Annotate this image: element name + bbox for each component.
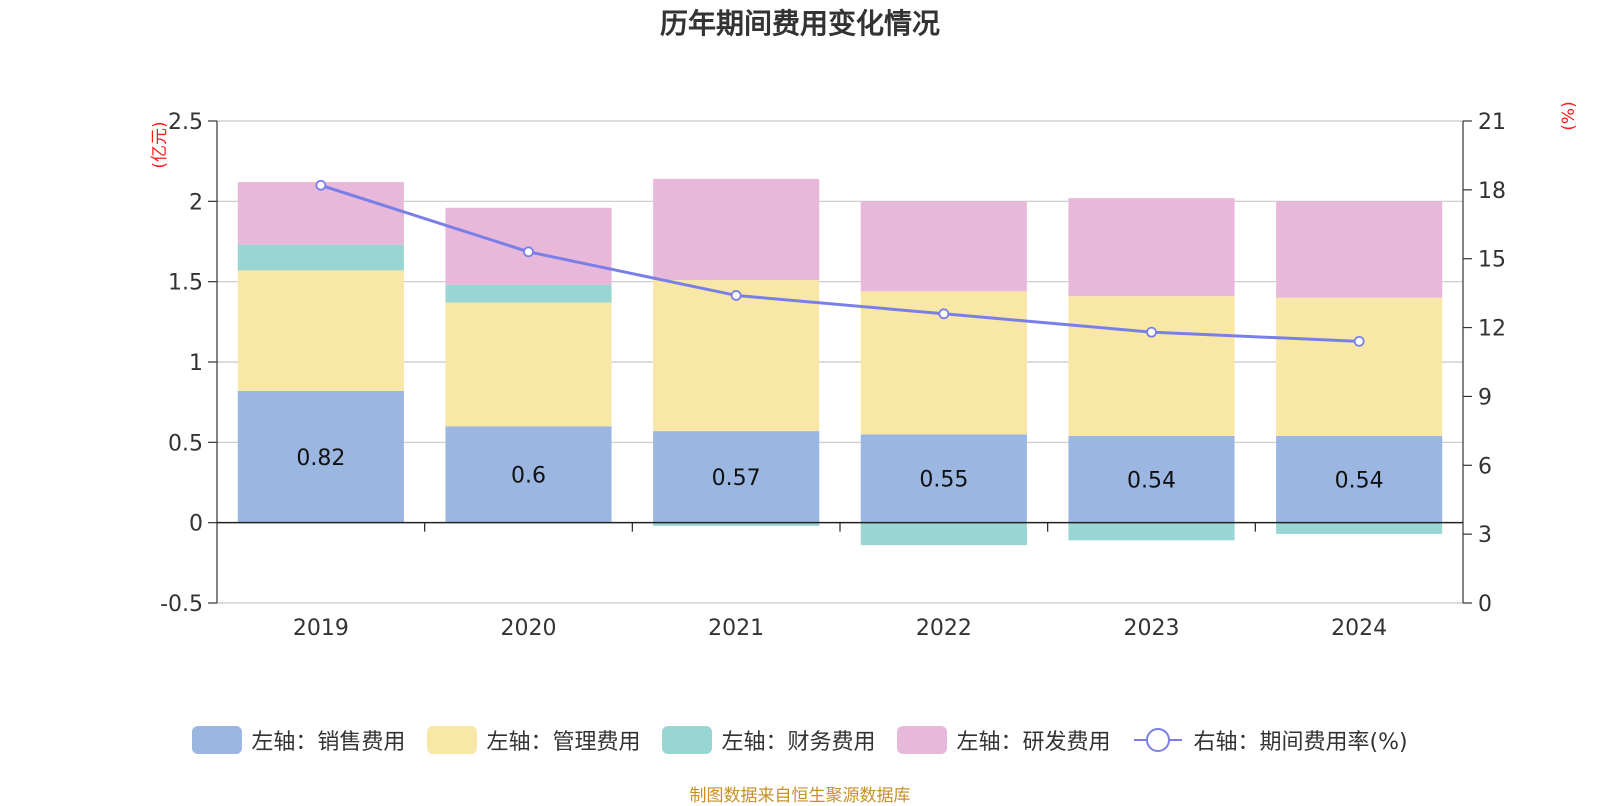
legend-item[interactable]: 右轴：期间费用率(%) (1132, 724, 1408, 756)
legend-label: 左轴：研发费用 (956, 730, 1111, 755)
left-axis-tick-label: 2 (189, 190, 203, 215)
left-axis-tick-label: 1 (189, 351, 203, 376)
bar--segment (1276, 297, 1443, 436)
legend-label: 左轴：销售费用 (251, 730, 406, 755)
legend-swatch (897, 726, 948, 754)
bar--segment (653, 280, 820, 432)
bar--segment (237, 182, 404, 245)
x-axis-tick-label: 2020 (501, 616, 557, 641)
bar-value-label: 0.54 (1335, 468, 1384, 493)
bar-value-label: 0.6 (511, 463, 546, 488)
x-axis-tick-label: 2024 (1331, 616, 1387, 641)
right-axis-tick-label: 9 (1478, 385, 1492, 410)
rate-line-group (315, 179, 1365, 347)
bar--segment (653, 431, 820, 523)
bar--segment (237, 390, 404, 523)
right-axis-tick-label: 6 (1478, 454, 1492, 479)
bar--segment (860, 522, 1027, 546)
source-note: 制图数据来自恒生聚源数据库 (689, 786, 911, 806)
legend-line-icon (1134, 728, 1183, 752)
legend-swatch (662, 726, 713, 754)
x-axis-tick-label: 2019 (293, 616, 349, 641)
rate-point (938, 308, 950, 320)
bar--segment (237, 244, 404, 271)
bar--segment (445, 284, 612, 303)
grid-lines (217, 120, 1463, 604)
right-axis-tick-label: 18 (1478, 179, 1506, 204)
left-axis-tick-label: 0.5 (168, 431, 203, 456)
bar-value-label: 0.57 (712, 466, 761, 491)
chart-title: 历年期间费用变化情况 (659, 7, 940, 40)
bar--segment (445, 302, 612, 427)
bar--segment (860, 201, 1027, 292)
legend-item[interactable]: 左轴：销售费用 (192, 724, 405, 756)
left-axis-tick-label: 0 (189, 512, 203, 537)
right-axis-tick-label: 21 (1478, 110, 1506, 135)
right-axis-tick-label: 3 (1478, 523, 1492, 548)
bar--segment (653, 522, 820, 526)
right-axis-unit: (%) (1559, 101, 1579, 130)
legend-label: 右轴：期间费用率(%) (1193, 730, 1408, 755)
rate-point (315, 179, 327, 191)
rate-point (1353, 335, 1365, 347)
left-axis-unit: (亿元) (150, 121, 170, 168)
bar-value-label: 0.82 (296, 446, 345, 471)
bar--segment (1068, 198, 1235, 297)
bar--segment (653, 178, 820, 281)
x-axis-tick-label: 2023 (1124, 616, 1180, 641)
rate-line (320, 183, 1360, 343)
legend-item[interactable]: 左轴：财务费用 (662, 724, 875, 756)
axes: -0.5 0 0.5 1 1.5 2 2.5 0 3 6 9 12 15 18 21 (亿元) (%) 2019 2… (150, 101, 1579, 641)
right-axis-tick-label: 0 (1478, 592, 1492, 617)
rate-point (1146, 326, 1157, 338)
legend-item[interactable]: 左轴：管理费用 (427, 724, 640, 756)
legend-swatch (427, 726, 478, 754)
bar--segment (1068, 435, 1235, 523)
left-axis-tick-label: 1.5 (168, 271, 203, 296)
bar--segment (860, 434, 1027, 523)
bar-value-label: 0.55 (919, 467, 968, 492)
right-axis-tick-label: 15 (1478, 248, 1506, 273)
right-axis-tick-label: 12 (1478, 317, 1506, 342)
data-labels: 0.82 0.6 0.57 0.55 0.54 0.54 (296, 446, 1383, 493)
bar-group (237, 178, 1443, 546)
rate-point (730, 290, 742, 301)
bar-value-label: 0.54 (1127, 468, 1176, 493)
legend-swatch (192, 726, 243, 754)
bar--segment (445, 207, 612, 285)
bar--segment (1068, 522, 1235, 541)
bar--segment (445, 426, 612, 523)
legend: 左轴：销售费用 左轴：管理费用 左轴：财务费用 左轴：研发费用 右轴：期间费用率(%) (0, 720, 1600, 760)
x-axis-tick-label: 2022 (916, 616, 972, 641)
legend-item[interactable]: 左轴：研发费用 (897, 724, 1110, 756)
bar--segment (1276, 522, 1443, 534)
legend-label: 左轴：管理费用 (486, 730, 641, 755)
bar--segment (1276, 201, 1443, 298)
bar--segment (237, 270, 404, 391)
left-axis-tick-label: -0.5 (160, 592, 203, 617)
x-axis-tick-label: 2021 (708, 616, 764, 641)
rate-point (523, 246, 534, 258)
left-axis-tick-label: 2.5 (168, 110, 203, 135)
bar--segment (1276, 435, 1443, 523)
legend-label: 左轴：财务费用 (721, 730, 876, 755)
bar--segment (1068, 296, 1235, 436)
